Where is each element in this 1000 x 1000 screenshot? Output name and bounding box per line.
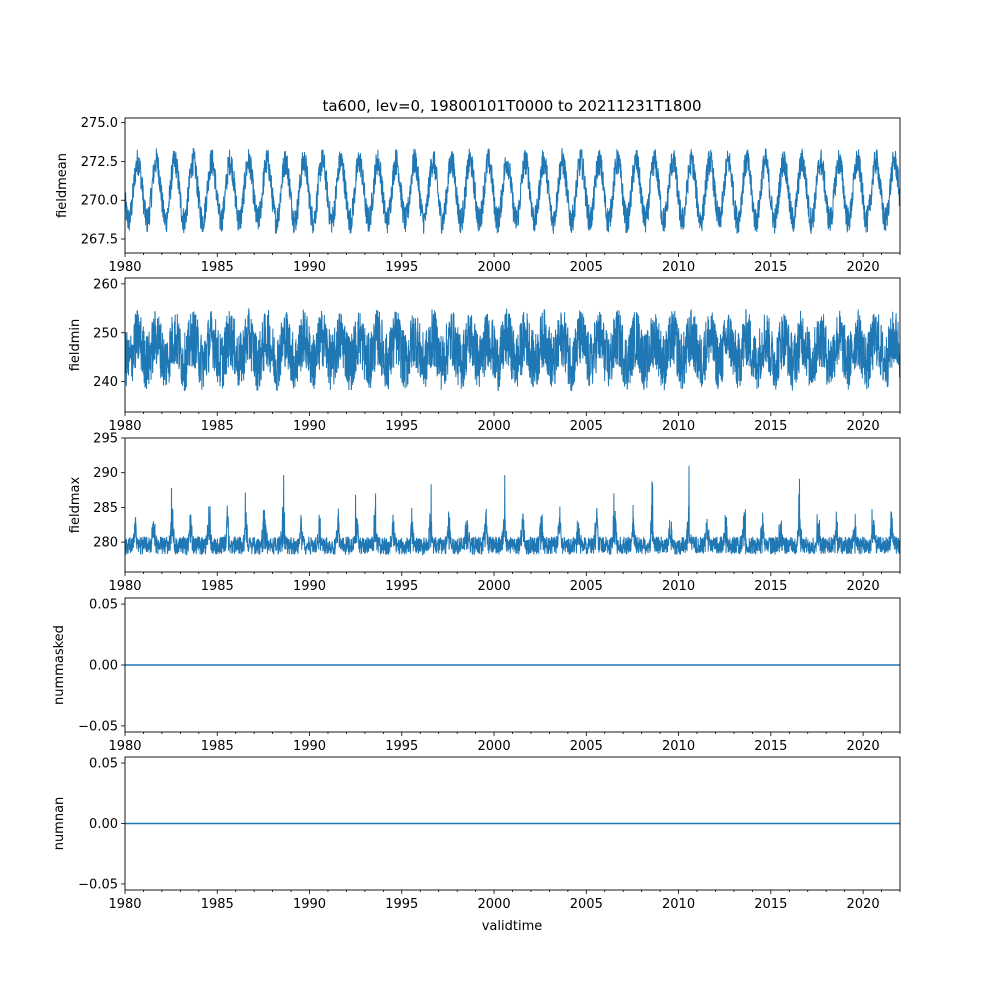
y-tick-label: 290 bbox=[93, 466, 118, 481]
x-tick-label: 2010 bbox=[662, 739, 695, 754]
chart-title: ta600, lev=0, 19800101T0000 to 20211231T… bbox=[322, 97, 701, 115]
x-tick-label: 2000 bbox=[478, 739, 511, 754]
x-tick-label: 2005 bbox=[570, 579, 603, 594]
y-axis-label-numnan: numnan bbox=[52, 797, 67, 851]
subplot-nummasked: 1980 1985 1990 1995 2000 2005 2010 2015 2020 −0.0… bbox=[52, 597, 901, 754]
x-tick-label: 1985 bbox=[201, 419, 234, 434]
y-tick-label: 270.0 bbox=[81, 194, 118, 209]
x-tick-label: 2015 bbox=[754, 739, 787, 754]
series-line-fieldmax bbox=[125, 465, 900, 556]
subplots: 1980 1985 1990 1995 2000 2005 2010 2015 2020 267.… bbox=[52, 116, 901, 912]
x-tick-label: 2020 bbox=[847, 579, 880, 594]
x-tick-label: 1980 bbox=[108, 897, 141, 912]
x-tick-label: 1995 bbox=[385, 579, 418, 594]
y-tick-label: 272.5 bbox=[81, 155, 118, 170]
y-tick-label: −0.05 bbox=[78, 719, 118, 734]
y-tick-label: 0.00 bbox=[89, 817, 118, 832]
y-tick-label: 0.05 bbox=[89, 598, 118, 613]
x-tick-label: 1980 bbox=[108, 260, 141, 275]
y-tick-label: 0.05 bbox=[89, 757, 118, 772]
x-tick-label: 2000 bbox=[478, 897, 511, 912]
y-axis-label-nummasked: nummasked bbox=[52, 625, 67, 705]
subplot-fieldmax: 1980 1985 1990 1995 2000 2005 2010 2015 2020 280 2… bbox=[68, 432, 901, 594]
y-tick-label: 0.00 bbox=[89, 659, 118, 674]
x-tick-label: 2000 bbox=[478, 579, 511, 594]
x-tick-label: 2005 bbox=[570, 260, 603, 275]
y-axis-label-fieldmean: fieldmean bbox=[55, 153, 70, 218]
x-tick-label: 1995 bbox=[385, 419, 418, 434]
y-tick-label: 250 bbox=[93, 326, 118, 341]
x-tick-label: 2005 bbox=[570, 739, 603, 754]
x-tick-label: 1985 bbox=[201, 739, 234, 754]
x-tick-label: 1990 bbox=[293, 260, 326, 275]
x-tick-label: 1980 bbox=[108, 579, 141, 594]
x-tick-label: 2015 bbox=[754, 897, 787, 912]
x-tick-label: 1995 bbox=[385, 739, 418, 754]
x-tick-label: 1985 bbox=[201, 897, 234, 912]
x-tick-label: 2020 bbox=[847, 419, 880, 434]
subplot-fieldmin: 1980 1985 1990 1995 2000 2005 2010 2015 2020 240 2… bbox=[68, 277, 901, 434]
x-tick-label: 2010 bbox=[662, 897, 695, 912]
series-line-fieldmean bbox=[125, 147, 900, 235]
x-tick-label: 1985 bbox=[201, 579, 234, 594]
x-tick-label: 2010 bbox=[662, 579, 695, 594]
x-axis-label: validtime bbox=[482, 919, 543, 934]
y-tick-label: 275.0 bbox=[81, 116, 118, 131]
x-tick-label: 2015 bbox=[754, 579, 787, 594]
x-tick-label: 2020 bbox=[847, 739, 880, 754]
x-tick-label: 1990 bbox=[293, 579, 326, 594]
y-tick-label: 285 bbox=[93, 501, 118, 516]
x-tick-label: 2000 bbox=[478, 260, 511, 275]
x-tick-label: 2000 bbox=[478, 419, 511, 434]
x-tick-label: 2005 bbox=[570, 897, 603, 912]
x-tick-label: 1990 bbox=[293, 739, 326, 754]
x-tick-label: 2010 bbox=[662, 260, 695, 275]
x-tick-label: 1995 bbox=[385, 897, 418, 912]
x-tick-label: 1990 bbox=[293, 897, 326, 912]
x-tick-label: 2015 bbox=[754, 260, 787, 275]
x-tick-label: 1985 bbox=[201, 260, 234, 275]
series-line-fieldmin bbox=[125, 308, 900, 392]
y-tick-label: −0.05 bbox=[78, 877, 118, 892]
y-axis-label-fieldmin: fieldmin bbox=[68, 319, 83, 372]
subplot-numnan: 1980 1985 1990 1995 2000 2005 2010 2015 2020 −0.0… bbox=[52, 757, 901, 912]
x-tick-label: 1990 bbox=[293, 419, 326, 434]
y-tick-label: 295 bbox=[93, 432, 118, 447]
y-axis-label-fieldmax: fieldmax bbox=[68, 477, 83, 534]
x-tick-label: 2010 bbox=[662, 419, 695, 434]
y-tick-label: 280 bbox=[93, 536, 118, 551]
y-tick-label: 240 bbox=[93, 375, 118, 390]
x-tick-label: 1980 bbox=[108, 739, 141, 754]
y-tick-label: 260 bbox=[93, 277, 118, 292]
x-tick-label: 1980 bbox=[108, 419, 141, 434]
x-tick-label: 2020 bbox=[847, 897, 880, 912]
x-tick-label: 1995 bbox=[385, 260, 418, 275]
x-tick-label: 2005 bbox=[570, 419, 603, 434]
x-tick-label: 2020 bbox=[847, 260, 880, 275]
x-tick-label: 2015 bbox=[754, 419, 787, 434]
y-tick-label: 267.5 bbox=[81, 233, 118, 248]
subplot-fieldmean: 1980 1985 1990 1995 2000 2005 2010 2015 2020 267.… bbox=[55, 116, 901, 275]
